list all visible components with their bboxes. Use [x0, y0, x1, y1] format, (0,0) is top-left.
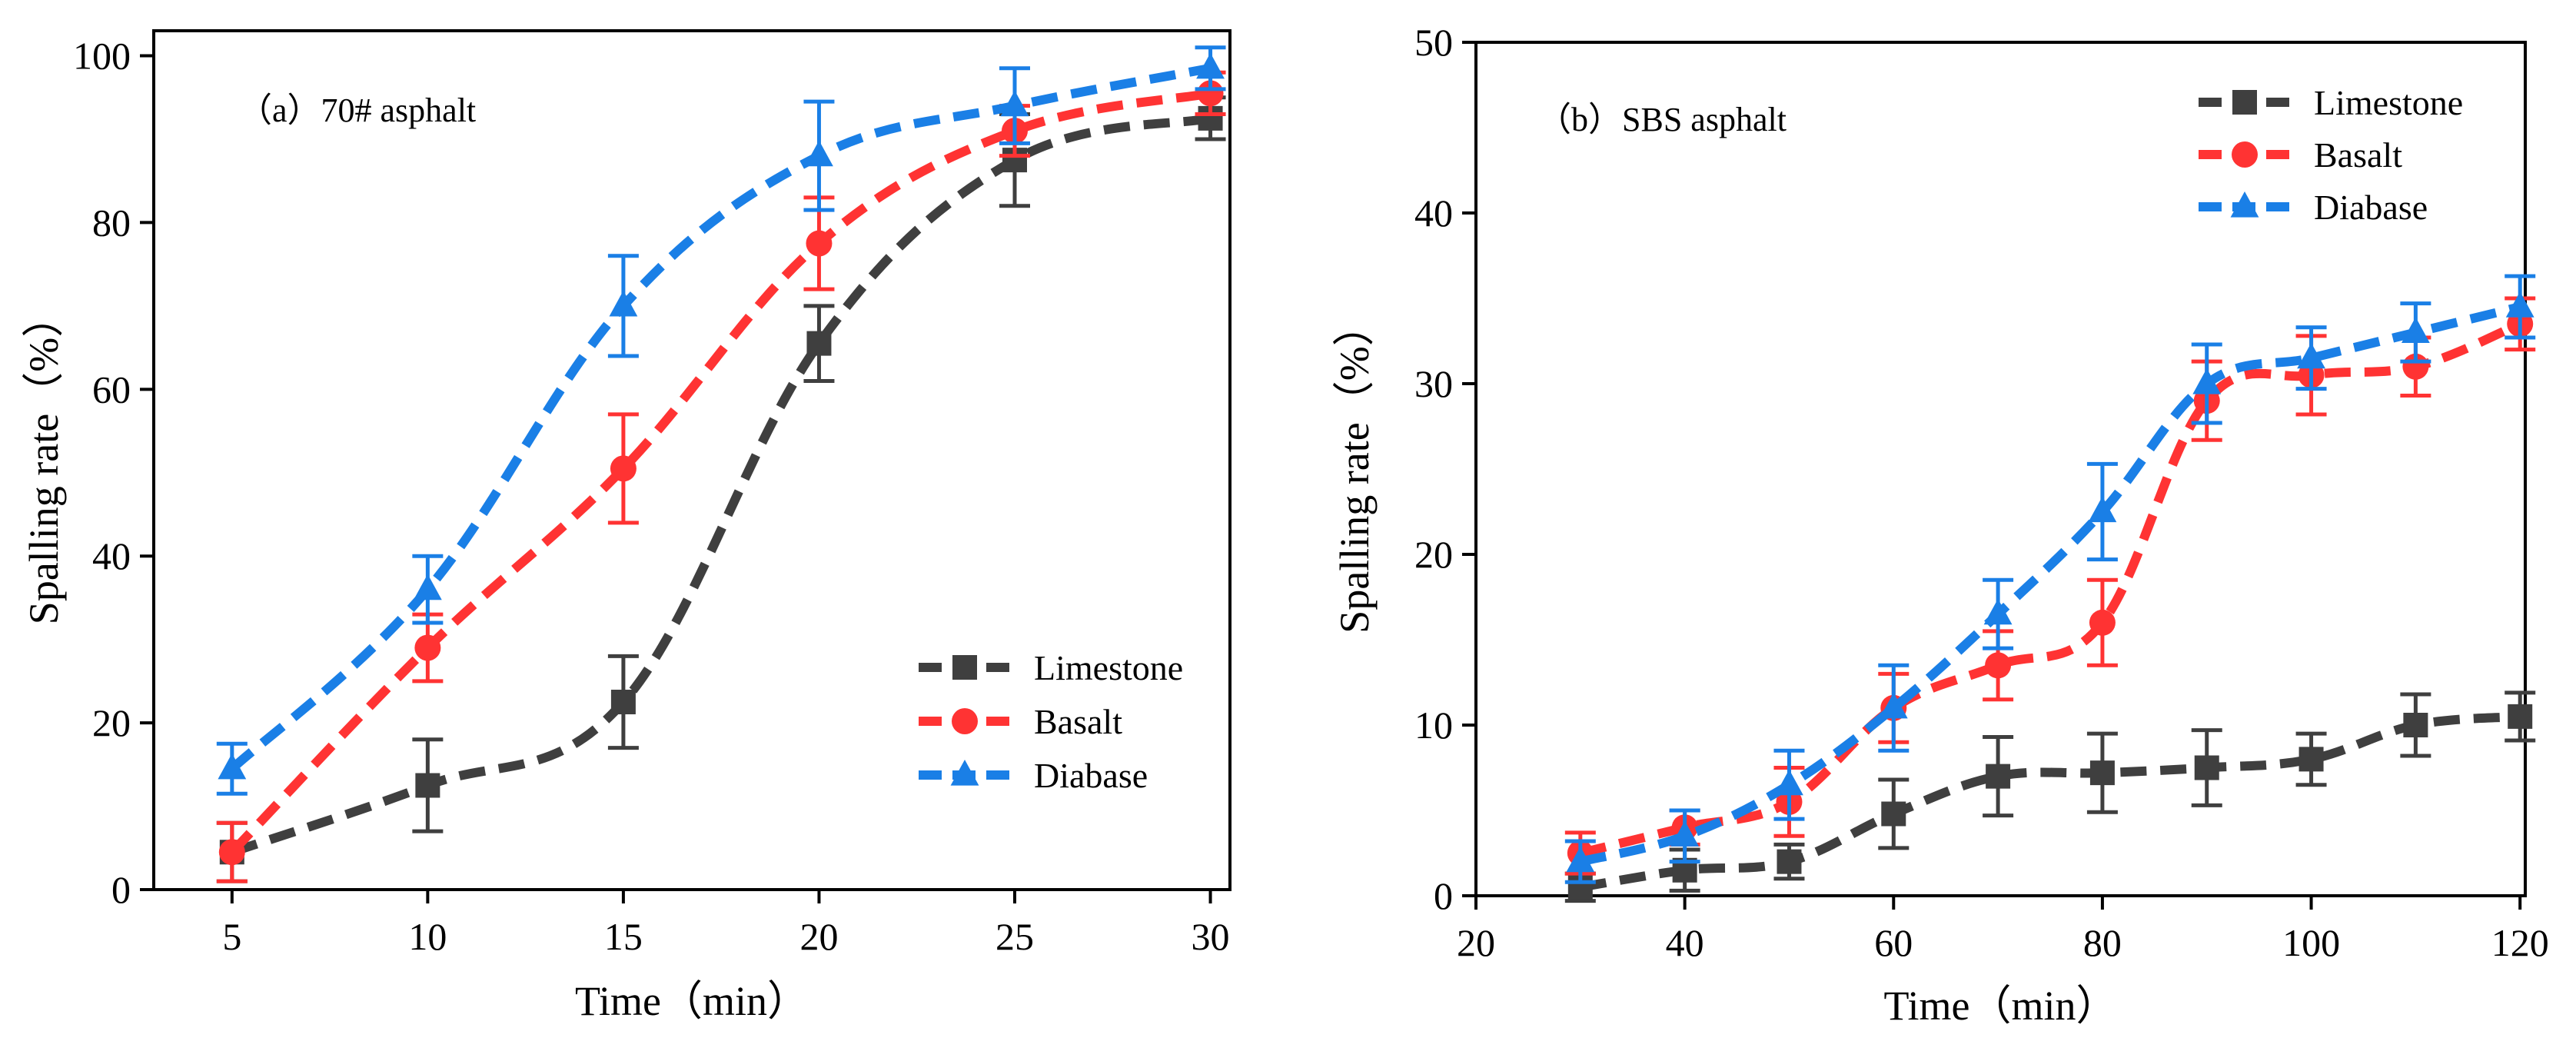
series-basalt — [1564, 296, 2536, 876]
y-tick-label: 60 — [92, 368, 131, 411]
y-tick-label: 10 — [1414, 704, 1453, 747]
y-tick-label: 20 — [92, 701, 131, 744]
data-point — [2088, 496, 2117, 523]
data-point — [1198, 105, 1223, 131]
x-axis-title: Time（min） — [575, 978, 809, 1024]
x-tick-label: 25 — [995, 915, 1034, 958]
data-point — [218, 839, 245, 866]
x-tick-label: 10 — [408, 915, 447, 958]
panel-b: 20 40 60 80 100 120 0 10 20 30 40 50 Time（min） Spalli… — [1331, 21, 2549, 1029]
x-tick-label: 120 — [2491, 921, 2549, 964]
legend-marker — [952, 655, 977, 680]
y-tick-label: 30 — [1414, 362, 1453, 405]
data-point — [2505, 291, 2534, 318]
plot-frame — [1474, 41, 2527, 897]
data-point — [2401, 317, 2430, 343]
panel-a: 5 10 15 20 25 30 0 20 40 60 80 100 Time（min） Spalling… — [21, 29, 1231, 1024]
data-point — [2194, 755, 2219, 780]
y-axis-title: Spalling rate（%） — [1331, 304, 1378, 633]
series-line — [1579, 711, 2521, 892]
y-tick-label: 0 — [111, 868, 131, 911]
series-line — [230, 113, 1212, 857]
x-tick-label: 20 — [1457, 921, 1495, 964]
x-tick-label: 60 — [1874, 921, 1913, 964]
series-limestone — [1564, 690, 2536, 903]
data-point — [1881, 801, 1906, 827]
plot-frame — [152, 29, 1231, 891]
legend-label: Limestone — [2314, 83, 2463, 122]
data-point — [2298, 747, 2324, 772]
data-point — [610, 455, 637, 482]
panel-annotation: （b）SBS asphalt — [1537, 101, 1787, 138]
y-tick-label: 40 — [1414, 191, 1453, 235]
legend-label: Basalt — [2314, 135, 2402, 175]
x-tick-label: 80 — [2083, 921, 2122, 964]
data-point — [2089, 760, 2115, 786]
panel-annotation: （a）70# asphalt — [238, 91, 476, 129]
y-tick-label: 100 — [73, 35, 131, 78]
legend-marker — [950, 760, 979, 786]
x-axis-title: Time（min） — [1883, 983, 2117, 1029]
data-point — [1196, 52, 1225, 79]
data-point — [2297, 342, 2325, 369]
data-point — [806, 230, 833, 257]
series-diabase — [216, 45, 1226, 796]
y-tick-label: 80 — [92, 201, 131, 244]
y-axis-title: Spalling rate（%） — [21, 296, 67, 624]
data-point — [1985, 652, 2012, 679]
series-diabase — [1564, 274, 2536, 884]
data-point — [413, 574, 442, 601]
legend-label: Diabase — [2314, 188, 2428, 227]
series-basalt — [216, 70, 1226, 883]
data-point — [805, 140, 833, 167]
y-tick-label: 20 — [1414, 533, 1453, 576]
x-tick-label: 40 — [1666, 921, 1704, 964]
series-line — [1579, 302, 2521, 867]
x-tick-label: 15 — [604, 915, 643, 958]
y-tick-label: 40 — [92, 534, 131, 577]
data-point — [1197, 80, 1224, 107]
legend-marker — [2230, 191, 2259, 218]
data-point — [1777, 849, 1802, 874]
legend-marker — [2232, 141, 2258, 168]
data-point — [1002, 148, 1027, 173]
legend-label: Diabase — [1034, 756, 1148, 795]
legend-marker — [2232, 90, 2257, 115]
data-point — [2192, 368, 2222, 394]
legend: Limestone Basalt Diabase — [919, 648, 1183, 795]
y-tick-label: 0 — [1434, 874, 1453, 917]
data-point — [1983, 598, 2013, 625]
x-tick-label: 5 — [222, 915, 241, 958]
data-point — [1986, 764, 2011, 789]
data-point — [2508, 704, 2533, 729]
data-point — [609, 290, 638, 317]
x-tick-label: 20 — [799, 915, 838, 958]
series-line — [1579, 319, 2522, 858]
legend: Limestone Basalt Diabase — [2199, 83, 2463, 227]
legend-marker — [952, 708, 978, 734]
data-point — [806, 331, 832, 356]
legend-label: Limestone — [1034, 648, 1183, 687]
data-point — [1672, 857, 1697, 883]
legend-label: Basalt — [1034, 702, 1122, 741]
data-point — [1775, 769, 1803, 796]
data-point — [1670, 820, 1700, 847]
data-point — [218, 753, 247, 780]
data-point — [2403, 713, 2428, 737]
data-point — [610, 689, 636, 714]
y-tick-label: 50 — [1414, 21, 1453, 64]
x-tick-label: 100 — [2282, 921, 2340, 964]
data-point — [415, 773, 440, 798]
x-tick-label: 30 — [1192, 915, 1230, 958]
data-point — [1000, 90, 1029, 117]
data-point — [2089, 609, 2116, 636]
data-point — [1879, 692, 1908, 719]
data-point — [414, 634, 441, 661]
data-point — [1566, 846, 1595, 873]
series-line — [228, 63, 1212, 773]
